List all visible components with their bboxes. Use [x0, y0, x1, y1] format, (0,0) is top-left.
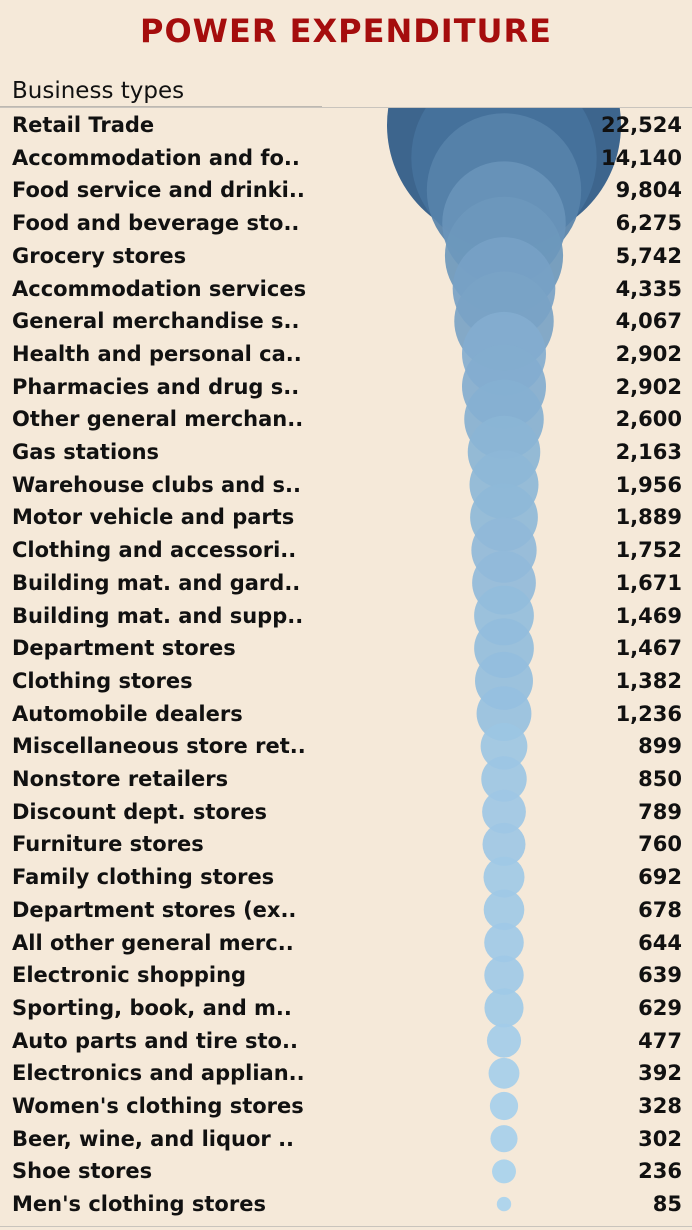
bubble-mark[interactable]: [484, 955, 524, 995]
bubble-mark[interactable]: [496, 1196, 512, 1212]
row-label: Accommodation services: [12, 276, 307, 301]
row-label: Auto parts and tire sto..: [12, 1028, 298, 1053]
header-divider-label-section: [0, 106, 322, 107]
row-label: Clothing and accessori..: [12, 538, 297, 563]
bubble-mark[interactable]: [492, 1159, 516, 1184]
row-value: 9,804: [615, 178, 682, 203]
row-label: Shoe stores: [12, 1159, 153, 1184]
bubble-mark[interactable]: [482, 822, 526, 866]
bubble-chart: [387, 108, 621, 1212]
row-value: 639: [638, 963, 682, 988]
row-value: 302: [638, 1126, 682, 1151]
bubble-mark[interactable]: [489, 1091, 519, 1121]
row-label: Pharmacies and drug s..: [12, 374, 300, 399]
row-label: Retail Trade: [12, 113, 155, 137]
row-value: 85: [652, 1192, 682, 1217]
row-label: Furniture stores: [12, 832, 204, 857]
bubble-mark[interactable]: [482, 789, 526, 834]
row-label: Miscellaneous store ret..: [12, 734, 306, 759]
row-label: Electronics and applian..: [12, 1061, 305, 1086]
row-value: 2,902: [615, 374, 682, 399]
row-value: 899: [638, 734, 682, 759]
row-value: 14,140: [600, 145, 682, 170]
row-label: Food service and drinki..: [12, 178, 305, 203]
bubble-mark[interactable]: [483, 856, 525, 898]
bubble-mark[interactable]: [481, 756, 527, 802]
row-value: 328: [638, 1094, 682, 1118]
bubble-mark[interactable]: [476, 686, 532, 742]
row-label: Warehouse clubs and s..: [12, 472, 301, 497]
row-value: 1,469: [615, 603, 682, 628]
row-label: Nonstore retailers: [12, 767, 229, 791]
bubble-mark[interactable]: [490, 1125, 518, 1153]
row-label: Department stores (ex..: [12, 897, 297, 922]
row-value: 1,752: [615, 538, 682, 563]
bubble-mark[interactable]: [488, 1057, 520, 1089]
column-header: Business types: [12, 78, 185, 104]
row-label: Accommodation and fo..: [12, 145, 300, 170]
row-value: 392: [638, 1061, 682, 1086]
row-value: 1,236: [615, 701, 682, 726]
row-label: Grocery stores: [12, 243, 187, 268]
row-label: Men's clothing stores: [12, 1192, 266, 1217]
bubble-mark[interactable]: [484, 988, 524, 1028]
row-value: 1,467: [615, 636, 682, 661]
row-value: 236: [638, 1159, 682, 1184]
row-value: 477: [638, 1028, 682, 1053]
row-value: 2,902: [615, 341, 682, 366]
row-value: 2,600: [615, 407, 682, 432]
bubble-mark[interactable]: [480, 722, 528, 770]
row-value: 2,163: [615, 440, 682, 464]
row-value: 1,889: [615, 505, 682, 530]
footer-divider: [0, 1226, 692, 1227]
row-value: 4,335: [615, 276, 682, 301]
row-label: Sporting, book, and m..: [12, 995, 292, 1020]
row-value: 760: [638, 832, 682, 857]
chart-title: POWER EXPENDITURE: [140, 12, 552, 50]
row-label: Gas stations: [12, 440, 160, 464]
row-label: Women's clothing stores: [12, 1094, 304, 1118]
row-value: 22,524: [600, 113, 682, 137]
row-label: Discount dept. stores: [12, 799, 267, 824]
bubble-mark[interactable]: [484, 922, 524, 963]
row-label: Department stores: [12, 636, 236, 661]
row-value: 4,067: [615, 309, 682, 334]
row-label: General merchandise s..: [12, 309, 300, 334]
header-divider: [0, 107, 692, 108]
row-value: 850: [638, 767, 682, 791]
bubble-mark[interactable]: [486, 1023, 522, 1058]
row-value: 1,382: [615, 668, 682, 693]
row-label: Family clothing stores: [12, 865, 275, 890]
row-label: Clothing stores: [12, 668, 193, 693]
row-label: Building mat. and supp..: [12, 603, 304, 628]
bubble-mark[interactable]: [483, 889, 525, 931]
row-value: 1,671: [615, 570, 682, 595]
row-label: Food and beverage sto..: [12, 211, 300, 236]
row-value: 692: [638, 865, 682, 890]
row-label: Electronic shopping: [12, 963, 247, 988]
row-value: 5,742: [615, 243, 682, 268]
row-label: Health and personal ca..: [12, 341, 302, 366]
row-value: 678: [638, 897, 682, 922]
row-label: Motor vehicle and parts: [12, 505, 295, 530]
row-label: All other general merc..: [12, 930, 294, 955]
row-label: Automobile dealers: [12, 701, 243, 726]
row-value: 789: [638, 799, 682, 824]
row-value: 6,275: [615, 211, 682, 236]
row-label: Other general merchan..: [12, 407, 304, 432]
row-value: 629: [638, 995, 682, 1020]
row-label: Beer, wine, and liquor ..: [12, 1126, 295, 1151]
row-value: 1,956: [615, 472, 682, 497]
row-value: 644: [638, 930, 682, 955]
row-label: Building mat. and gard..: [12, 570, 301, 595]
